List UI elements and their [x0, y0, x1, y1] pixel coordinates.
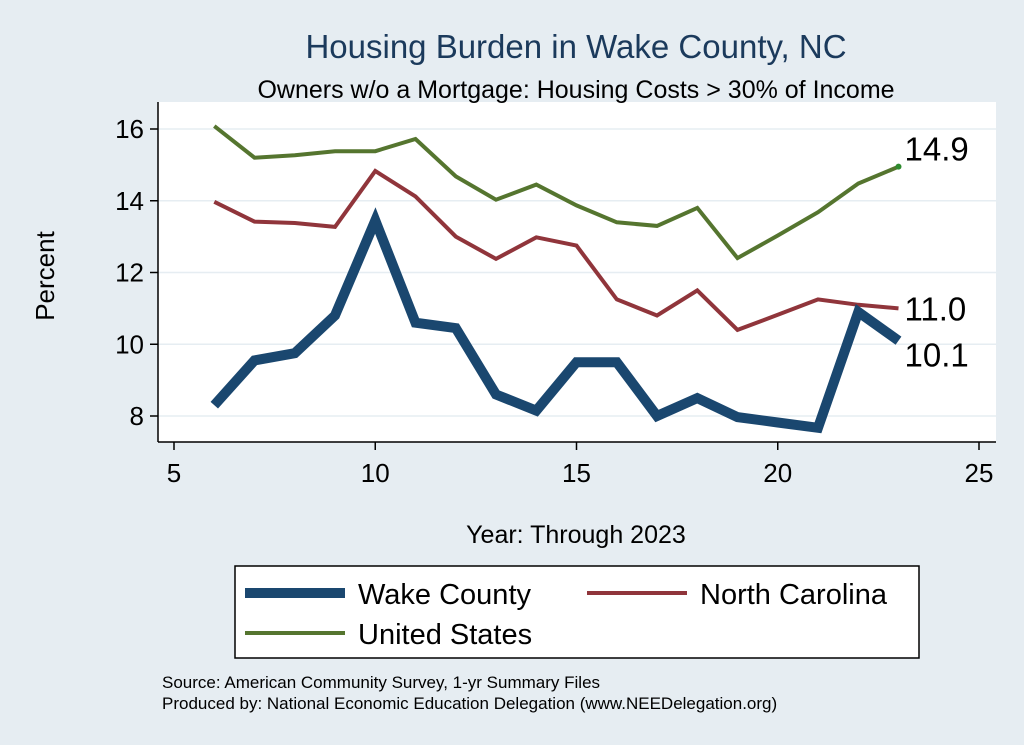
- y-tick-label-14: 14: [115, 186, 144, 216]
- x-tick-label-15: 15: [562, 458, 591, 488]
- chart-subtitle: Owners w/o a Mortgage: Housing Costs > 3…: [257, 76, 894, 104]
- produced-by-note: Produced by: National Economic Education…: [162, 694, 777, 713]
- x-tick-label-5: 5: [167, 458, 181, 488]
- legend: Wake County North Carolina United States: [234, 565, 920, 659]
- end-labels: 10.1 11.0 14.9: [905, 131, 969, 374]
- x-tick-label-25: 25: [965, 458, 994, 488]
- end-label-united-states: 14.9: [905, 131, 969, 168]
- legend-box: [234, 565, 920, 659]
- series-line-wake-county: [210, 207, 902, 434]
- y-tick-label-16: 16: [115, 114, 144, 144]
- grid: [158, 128, 996, 417]
- y-tick-label-8: 8: [130, 401, 144, 431]
- legend-label-wake-county: Wake County: [358, 579, 531, 611]
- series-line-north-carolina: [213, 168, 899, 333]
- chart-title: Housing Burden in Wake County, NC: [305, 28, 846, 65]
- y-tick-label-10: 10: [115, 329, 144, 359]
- end-label-wake-county: 10.1: [905, 337, 969, 374]
- legend-label-north-carolina: North Carolina: [700, 579, 888, 611]
- x-tick-label-20: 20: [763, 458, 792, 488]
- x-tick-label-10: 10: [361, 458, 390, 488]
- end-marker-united-states: [895, 163, 902, 170]
- y-tick-label-12: 12: [115, 258, 144, 288]
- series-line-united-states: [213, 124, 900, 261]
- y-axis-label: Percent: [30, 230, 60, 320]
- x-axis-label: Year: Through 2023: [466, 521, 686, 549]
- source-note: Source: American Community Survey, 1-yr …: [162, 673, 600, 692]
- axis-ticks: 8 10 12 14 16 5 10 15 20 25: [115, 114, 993, 488]
- end-label-north-carolina: 11.0: [905, 290, 967, 327]
- series: [210, 124, 902, 434]
- legend-label-united-states: United States: [358, 619, 532, 651]
